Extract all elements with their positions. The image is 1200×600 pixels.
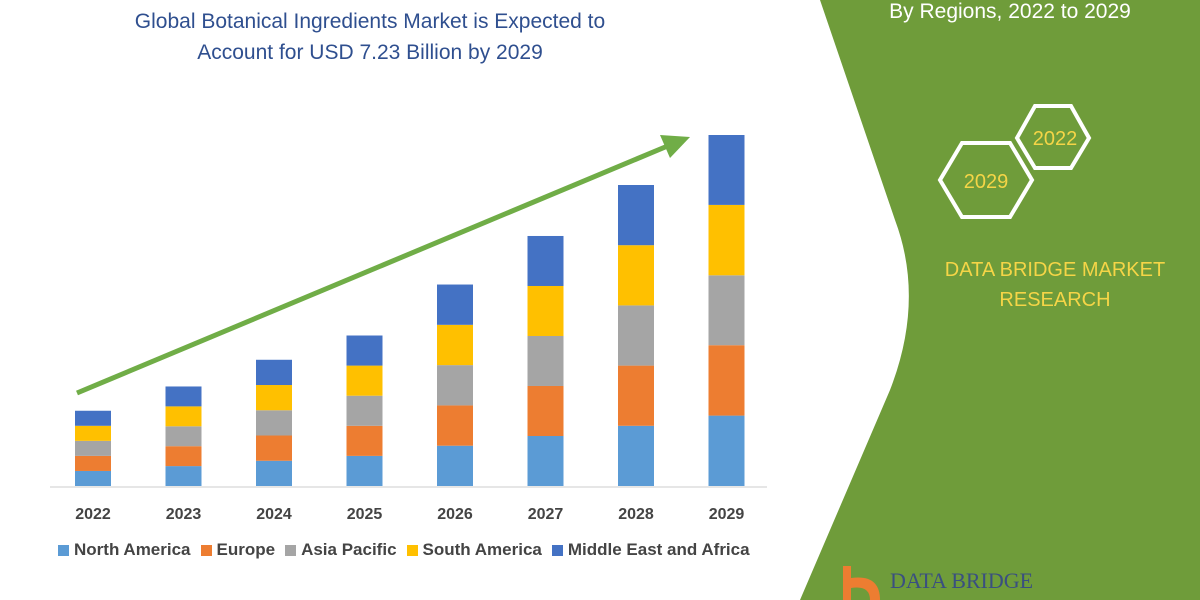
bar-segment-2029-1 (708, 345, 745, 416)
x-tick-label: 2024 (256, 506, 292, 523)
bar-segment-2024-4 (256, 359, 292, 386)
legend: North America Europe Asia Pacific South Ame… (58, 540, 750, 560)
x-tick-label: 2022 (75, 506, 111, 523)
bar-segment-2029-4 (708, 135, 745, 205)
bar-segment-2023-2 (165, 426, 202, 447)
bar-segment-2022-4 (75, 410, 111, 426)
bar-segment-2024-2 (256, 410, 292, 436)
bar-segment-2028-2 (618, 305, 654, 366)
panel-subtitle: By Regions, 2022 to 2029 (889, 0, 1131, 23)
bar-segment-2023-3 (165, 406, 202, 427)
bar-segment-2026-3 (437, 324, 473, 366)
hex-2022-label: 2022 (1033, 128, 1078, 150)
brand-line-2: RESEARCH (999, 289, 1111, 311)
bar-segment-2023-4 (165, 386, 202, 407)
bar-segment-2025-3 (346, 365, 383, 396)
bar-segment-2029-2 (708, 275, 745, 346)
bar-segment-2023-1 (165, 446, 202, 467)
legend-swatch (58, 544, 69, 556)
legend-label: Europe (216, 540, 276, 559)
bar-segment-2024-3 (256, 385, 292, 411)
x-tick-label: 2025 (347, 506, 383, 523)
brand-text: DATA BRIDGE MARKET RESEARCH (915, 255, 1195, 315)
legend-item: Asia Pacific (285, 540, 397, 560)
bar-segment-2028-4 (618, 185, 654, 246)
legend-item: Europe (200, 540, 276, 560)
bar-segment-2027-2 (527, 335, 564, 386)
x-tick-label: 2028 (618, 506, 654, 523)
bar-segment-2023-0 (165, 466, 202, 486)
title-line-1: Global Botanical Ingredients Market is E… (134, 10, 606, 33)
bar-segment-2025-1 (346, 425, 383, 456)
x-tick-label: 2026 (437, 506, 473, 523)
legend-swatch (285, 544, 297, 556)
title-line-2: Account for USD 7.23 Billion by 2029 (197, 41, 543, 64)
legend-swatch (406, 544, 418, 556)
bar-segment-2028-3 (618, 245, 654, 306)
logo-text: DATA BRIDGE (890, 568, 1034, 593)
bar-segment-2026-4 (437, 284, 473, 325)
bar-segment-2022-0 (75, 470, 111, 486)
legend-label: Asia Pacific (301, 540, 397, 559)
legend-item: North America (58, 540, 191, 560)
bar-segment-2022-2 (75, 440, 111, 456)
bar-segment-2027-3 (527, 285, 564, 336)
bar-segment-2022-3 (75, 425, 111, 441)
logo-icon (843, 566, 880, 600)
x-tick-label: 2023 (166, 506, 202, 523)
x-tick-label: 2029 (709, 506, 745, 523)
bar-segment-2022-1 (75, 455, 111, 471)
legend-swatch (551, 544, 563, 556)
bar-segment-2025-2 (346, 395, 383, 426)
bar-segment-2027-1 (527, 385, 564, 436)
bar-segment-2025-0 (346, 455, 383, 486)
legend-swatch (200, 544, 212, 556)
bar-segment-2028-0 (618, 425, 654, 486)
bar-segment-2024-0 (256, 460, 292, 486)
chart-title: Global Botanical Ingredients Market is E… (80, 6, 660, 68)
bar-segment-2026-0 (437, 445, 473, 486)
bar-segment-2029-3 (708, 204, 745, 276)
green-panel (800, 0, 1200, 600)
bar-segment-2028-1 (618, 365, 654, 426)
hex-2029 (937, 141, 1035, 219)
hex-2022 (1014, 104, 1092, 170)
bar-segment-2027-0 (527, 435, 564, 486)
trend-arrow (76, 135, 690, 396)
legend-item: Middle East and Africa (551, 540, 750, 560)
legend-label: Middle East and Africa (567, 540, 750, 559)
bar-segment-2025-4 (346, 335, 383, 366)
bar-segment-2026-1 (437, 405, 473, 446)
bar-segment-2024-1 (256, 435, 292, 461)
legend-label: North America (74, 540, 191, 559)
bar-segment-2029-0 (708, 415, 745, 486)
legend-label: South America (422, 540, 542, 559)
hex-2029-label: 2029 (964, 171, 1009, 193)
brand-line-1: DATA BRIDGE MARKET (944, 259, 1166, 281)
x-tick-label: 2027 (528, 506, 564, 523)
bar-segment-2026-2 (437, 365, 473, 406)
bar-segment-2027-4 (527, 235, 564, 286)
legend-item: South America (406, 540, 542, 560)
